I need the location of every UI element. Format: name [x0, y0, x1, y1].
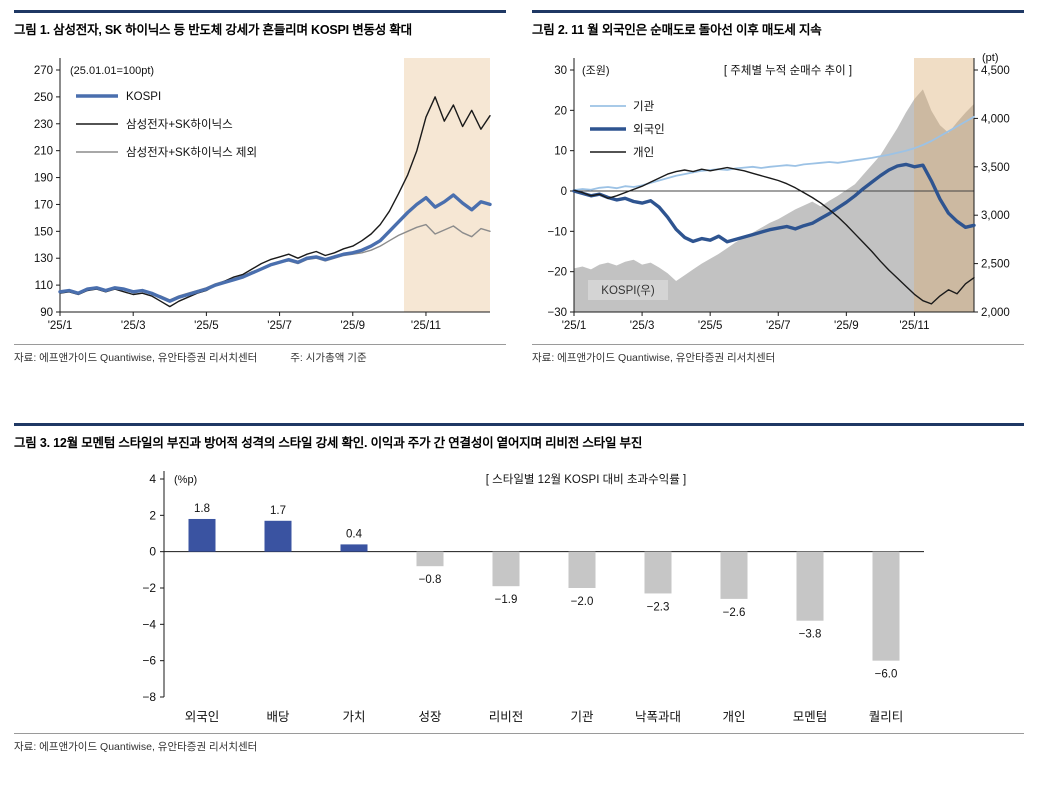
- svg-text:(pt): (pt): [982, 52, 999, 64]
- figure-2-source-rule: [532, 344, 1024, 345]
- svg-text:210: 210: [34, 146, 53, 158]
- figure-1-source-rule: [14, 344, 506, 345]
- svg-text:(%p): (%p): [174, 474, 197, 486]
- svg-text:'25/11: '25/11: [899, 320, 929, 332]
- figure-2-title: 그림 2. 11 월 외국인은 순매도로 돌아선 이후 매도세 지속: [532, 23, 822, 37]
- svg-text:3,500: 3,500: [981, 162, 1010, 174]
- svg-text:'25/9: '25/9: [834, 320, 859, 332]
- svg-text:250: 250: [34, 92, 53, 104]
- svg-text:2,000: 2,000: [981, 307, 1010, 319]
- svg-text:−0.8: −0.8: [419, 574, 442, 586]
- svg-text:가치: 가치: [342, 710, 365, 724]
- svg-text:4,500: 4,500: [981, 65, 1010, 77]
- svg-text:10: 10: [554, 146, 567, 158]
- svg-text:'25/5: '25/5: [194, 320, 219, 332]
- figure-3-title: 그림 3. 12월 모멘텀 스타일의 부진과 방어적 성격의 스타일 강세 확인…: [14, 436, 643, 450]
- figure-2-source: 자료: 에프앤가이드 Quantiwise, 유안타증권 리서치센터: [532, 345, 1024, 365]
- svg-text:외국인: 외국인: [185, 710, 220, 724]
- figure-2-source-text: 자료: 에프앤가이드 Quantiwise, 유안타증권 리서치센터: [532, 352, 776, 364]
- figure-3: 그림 3. 12월 모멘텀 스타일의 부진과 방어적 성격의 스타일 강세 확인…: [14, 423, 1024, 754]
- svg-text:4,000: 4,000: [981, 113, 1010, 125]
- svg-text:−6.0: −6.0: [875, 669, 898, 681]
- figure-3-top-rule: [14, 423, 1024, 426]
- svg-text:모멘텀: 모멘텀: [793, 710, 828, 724]
- svg-text:3,000: 3,000: [981, 210, 1010, 222]
- svg-text:[ 스타일별 12월 KOSPI 대비 초과수익률 ]: [ 스타일별 12월 KOSPI 대비 초과수익률 ]: [486, 472, 686, 486]
- figure-1-line-chart: 90 110 130 150 170 190 210 230 250 270 '25/1 '25/3 '…: [34, 58, 492, 332]
- svg-text:2: 2: [149, 508, 156, 522]
- svg-text:150: 150: [34, 226, 53, 238]
- svg-text:[ 주체별 누적 순매수 추이 ]: [ 주체별 누적 순매수 추이 ]: [724, 64, 852, 77]
- svg-text:퀄리티: 퀄리티: [869, 709, 904, 724]
- svg-text:'25/1: '25/1: [562, 320, 587, 332]
- svg-text:270: 270: [34, 65, 53, 77]
- figure-1-title: 그림 1. 삼성전자, SK 하이닉스 등 반도체 강세가 흔들리며 KOSPI…: [14, 23, 412, 37]
- svg-text:−30: −30: [547, 307, 567, 319]
- svg-text:30: 30: [554, 65, 567, 77]
- svg-text:0: 0: [149, 545, 156, 559]
- svg-text:230: 230: [34, 119, 53, 131]
- svg-text:'25/1: '25/1: [48, 320, 73, 332]
- svg-text:20: 20: [554, 105, 567, 117]
- svg-text:−2: −2: [142, 581, 156, 595]
- figure-1-source: 자료: 에프앤가이드 Quantiwise, 유안타증권 리서치센터 주: 시가…: [14, 345, 506, 365]
- figure-2: 그림 2. 11 월 외국인은 순매도로 돌아선 이후 매도세 지속 −30 −2…: [532, 10, 1024, 365]
- svg-text:(조원): (조원): [582, 64, 610, 77]
- figure-3-bar-chart: −8 −6 −4 −2 0 2 4 1.8 외국인 1.7 배당 0.4 가치 −0.8 성장 −1.9 리비전…: [142, 471, 924, 724]
- figure-1: 그림 1. 삼성전자, SK 하이닉스 등 반도체 강세가 흔들리며 KOSPI…: [14, 10, 506, 365]
- svg-text:190: 190: [34, 173, 53, 185]
- svg-text:낙폭과대: 낙폭과대: [635, 710, 681, 724]
- svg-text:170: 170: [34, 199, 53, 211]
- svg-text:개인: 개인: [633, 146, 654, 159]
- svg-text:1.7: 1.7: [270, 505, 286, 517]
- svg-text:기관: 기관: [633, 100, 655, 113]
- svg-text:'25/7: '25/7: [766, 320, 791, 332]
- figure-2-top-rule: [532, 10, 1024, 13]
- svg-text:리비전: 리비전: [489, 710, 524, 724]
- svg-text:0: 0: [561, 186, 567, 198]
- svg-text:2,500: 2,500: [981, 259, 1010, 271]
- svg-text:'25/3: '25/3: [121, 320, 146, 332]
- figure-3-source-text: 자료: 에프앤가이드 Quantiwise, 유안타증권 리서치센터: [14, 741, 258, 753]
- svg-text:−2.3: −2.3: [647, 601, 670, 613]
- svg-text:−8: −8: [142, 690, 156, 704]
- top-figure-row: 그림 1. 삼성전자, SK 하이닉스 등 반도체 강세가 흔들리며 KOSPI…: [14, 10, 1024, 365]
- figure-3-source: 자료: 에프앤가이드 Quantiwise, 유안타증권 리서치센터: [14, 734, 1024, 754]
- svg-text:−4: −4: [142, 617, 156, 631]
- svg-text:−2.0: −2.0: [571, 596, 594, 608]
- svg-text:배당: 배당: [266, 710, 290, 724]
- svg-text:'25/3: '25/3: [630, 320, 655, 332]
- svg-text:'25/11: '25/11: [411, 320, 441, 332]
- svg-text:−10: −10: [547, 226, 567, 238]
- svg-text:외국인: 외국인: [633, 123, 665, 136]
- svg-text:KOSPI: KOSPI: [126, 91, 161, 103]
- svg-text:'25/7: '25/7: [267, 320, 292, 332]
- svg-text:'25/9: '25/9: [340, 320, 365, 332]
- svg-text:−2.6: −2.6: [723, 607, 746, 619]
- svg-text:4: 4: [149, 472, 156, 486]
- svg-text:130: 130: [34, 253, 53, 265]
- svg-text:110: 110: [35, 280, 53, 292]
- svg-text:성장: 성장: [418, 710, 442, 724]
- svg-text:삼성전자+SK하이닉스: 삼성전자+SK하이닉스: [126, 117, 233, 131]
- svg-text:−6: −6: [142, 654, 156, 668]
- svg-text:삼성전자+SK하이닉스 제외: 삼성전자+SK하이닉스 제외: [126, 145, 257, 159]
- svg-text:−20: −20: [547, 267, 567, 279]
- svg-text:개인: 개인: [722, 710, 745, 724]
- figure-1-source-text: 자료: 에프앤가이드 Quantiwise, 유안타증권 리서치센터: [14, 352, 258, 364]
- svg-text:−3.8: −3.8: [799, 629, 822, 641]
- figure-2-dual-axis-chart: −30 −20 −10 0 10 20 30 2,000 2,500 3,000 3,500 4,00…: [547, 52, 1010, 332]
- svg-text:'25/5: '25/5: [698, 320, 723, 332]
- svg-text:(25.01.01=100pt): (25.01.01=100pt): [70, 65, 154, 77]
- svg-text:KOSPI(우): KOSPI(우): [601, 284, 655, 297]
- figure-1-top-rule: [14, 10, 506, 13]
- svg-text:0.4: 0.4: [346, 528, 363, 540]
- svg-text:−1.9: −1.9: [495, 594, 518, 606]
- svg-text:기관: 기관: [570, 710, 594, 724]
- figure-1-note-text: 주: 시가총액 기준: [290, 352, 367, 364]
- svg-text:90: 90: [40, 307, 53, 319]
- svg-text:1.8: 1.8: [194, 503, 210, 515]
- figure-3-source-rule: [14, 733, 1024, 734]
